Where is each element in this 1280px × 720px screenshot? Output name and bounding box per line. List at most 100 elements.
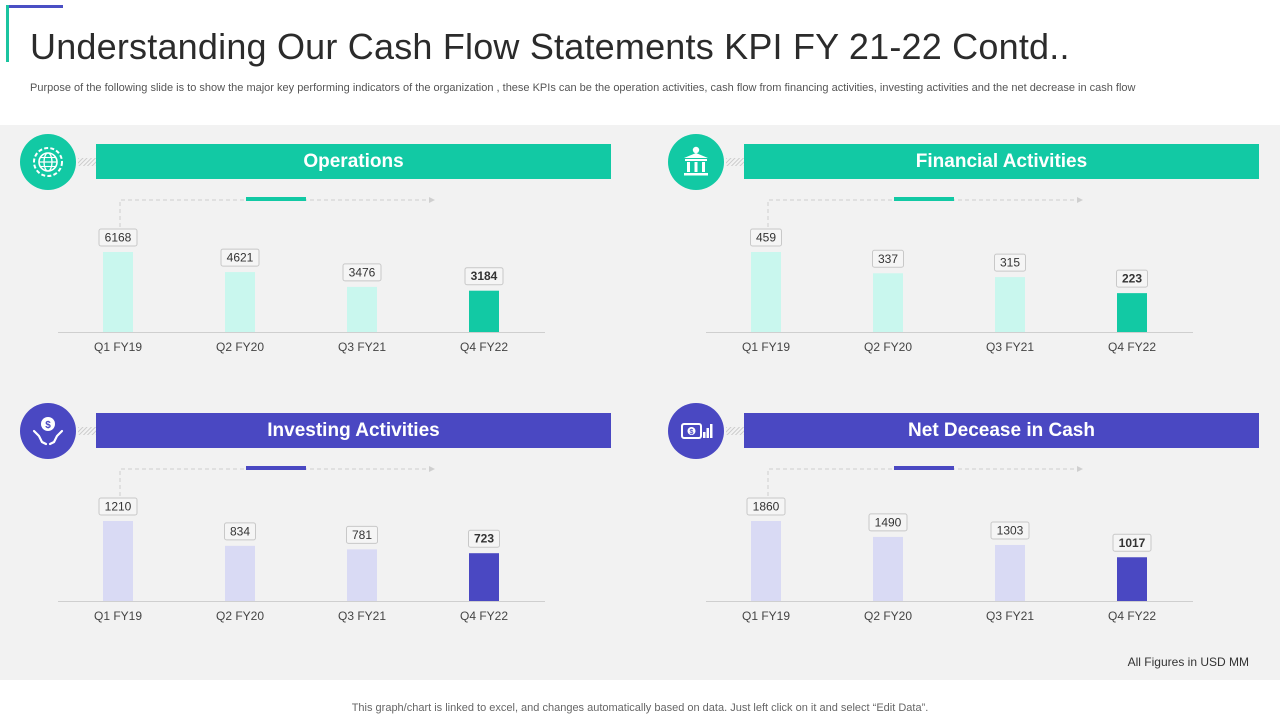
x-tick-label: Q1 FY19 <box>742 340 790 354</box>
decorative-hatch <box>78 427 96 435</box>
data-label: 337 <box>878 252 898 266</box>
x-tick-label: Q4 FY22 <box>460 609 508 623</box>
data-label-box <box>342 263 382 282</box>
x-tick-label: Q3 FY21 <box>338 340 386 354</box>
card-title-banner: Net Decease in Cash <box>744 413 1259 448</box>
data-label: 1210 <box>105 500 132 514</box>
cash-growth-icon: $ <box>668 403 724 459</box>
footer-note: This graph/chart is linked to excel, and… <box>351 702 929 714</box>
data-label: 4621 <box>227 251 254 265</box>
trend-arrowhead <box>1077 466 1083 472</box>
content-panel <box>0 125 1280 680</box>
page-subtitle: Purpose of the following slide is to sho… <box>30 82 1136 94</box>
svg-text:$: $ <box>45 420 51 431</box>
bar-q3-fy21 <box>347 286 377 332</box>
data-label-box <box>468 529 500 548</box>
bar-q3-fy21 <box>995 277 1025 332</box>
data-label-box <box>98 228 138 247</box>
bar-q4-fy22 <box>1117 557 1147 601</box>
decorative-hatch <box>726 158 744 166</box>
data-label: 6168 <box>105 231 132 245</box>
data-label-box <box>220 248 260 267</box>
data-label: 315 <box>1000 256 1020 270</box>
trend-connector <box>119 199 430 227</box>
bar-chart-financial-activities: 459 Q1 FY19 337 Q2 FY20 315 Q3 FY21 223 Q4 FY22 <box>706 197 1193 354</box>
trend-connector <box>767 199 1078 227</box>
trend-accent <box>894 197 954 201</box>
svg-text:$: $ <box>690 429 694 436</box>
accent-bar-vertical <box>6 5 9 62</box>
data-label-box <box>746 497 786 516</box>
bar-q1-fy19 <box>103 252 133 332</box>
bar-q4-fy22 <box>469 290 499 332</box>
data-label: 1303 <box>997 523 1024 537</box>
data-label-box <box>994 253 1026 272</box>
trend-accent <box>246 197 306 201</box>
trend-arrowhead <box>429 466 435 472</box>
bar-q1-fy19 <box>751 252 781 332</box>
data-label: 1860 <box>753 500 780 514</box>
x-tick-label: Q3 FY21 <box>986 340 1034 354</box>
bar-chart-net-decease-in-cash: 1860 Q1 FY19 1490 Q2 FY20 1303 Q3 FY21 1017 Q4 … <box>706 466 1193 623</box>
trend-connector <box>767 468 1078 496</box>
x-tick-label: Q2 FY20 <box>864 609 912 623</box>
x-tick-label: Q3 FY21 <box>986 609 1034 623</box>
data-label: 1490 <box>875 515 902 529</box>
card-financial-activities: Financial Activities 459 Q1 FY19 337 Q2 FY2… <box>668 134 1268 384</box>
accent-bar-horizontal <box>6 5 63 8</box>
trend-connector <box>119 468 430 496</box>
trend-accent <box>894 466 954 470</box>
trend-arrowhead <box>1077 197 1083 203</box>
figures-note: All Figures in USD MM <box>1127 655 1249 669</box>
trend-accent <box>246 466 306 470</box>
data-label: 781 <box>352 528 372 542</box>
x-tick-label: Q2 FY20 <box>216 609 264 623</box>
x-tick-label: Q3 FY21 <box>338 609 386 623</box>
card-title-banner: Financial Activities <box>744 144 1259 179</box>
data-label: 1017 <box>1119 536 1146 550</box>
bank-icon <box>668 134 724 190</box>
data-label-box <box>464 267 504 286</box>
data-label-box <box>224 522 256 541</box>
x-tick-label: Q2 FY20 <box>864 340 912 354</box>
bar-q4-fy22 <box>469 553 499 601</box>
data-label-box <box>990 521 1030 540</box>
bar-q4-fy22 <box>1117 293 1147 332</box>
data-label: 459 <box>756 231 776 245</box>
bar-chart-operations: 6168 Q1 FY19 4621 Q2 FY20 3476 Q3 FY21 3184 Q4 … <box>58 197 545 354</box>
card-title-banner: Investing Activities <box>96 413 611 448</box>
data-label-box <box>1116 269 1148 288</box>
x-tick-label: Q4 FY22 <box>1108 609 1156 623</box>
x-tick-label: Q2 FY20 <box>216 340 264 354</box>
globe-gear-icon <box>20 134 76 190</box>
data-label-box <box>872 249 904 268</box>
card-title-banner: Operations <box>96 144 611 179</box>
data-label: 834 <box>230 524 250 538</box>
data-label-box <box>346 525 378 544</box>
bar-q2-fy20 <box>873 536 903 601</box>
data-label: 3476 <box>349 265 376 279</box>
x-tick-label: Q4 FY22 <box>460 340 508 354</box>
bar-q1-fy19 <box>751 521 781 601</box>
card-net-decease-in-cash: $ Net Decease in Cash 1860 Q1 FY19 1490 Q2 … <box>668 403 1268 653</box>
bar-q2-fy20 <box>873 273 903 332</box>
bar-q3-fy21 <box>995 544 1025 601</box>
x-tick-label: Q1 FY19 <box>94 609 142 623</box>
decorative-hatch <box>726 427 744 435</box>
bar-q2-fy20 <box>225 272 255 332</box>
data-label: 3184 <box>471 269 498 283</box>
trend-arrowhead <box>429 197 435 203</box>
decorative-hatch <box>78 158 96 166</box>
data-label-box <box>750 228 782 247</box>
x-tick-label: Q1 FY19 <box>742 609 790 623</box>
hands-dollar-icon: $ <box>20 403 76 459</box>
page-title: Understanding Our Cash Flow Statements K… <box>30 26 1070 67</box>
bar-q1-fy19 <box>103 521 133 601</box>
x-tick-label: Q1 FY19 <box>94 340 142 354</box>
data-label: 723 <box>474 532 494 546</box>
bar-q3-fy21 <box>347 549 377 601</box>
data-label-box <box>98 497 138 516</box>
x-tick-label: Q4 FY22 <box>1108 340 1156 354</box>
card-operations: Operations 6168 Q1 FY19 4621 Q2 FY20 3476 Q3 … <box>20 134 620 384</box>
data-label: 223 <box>1122 272 1142 286</box>
